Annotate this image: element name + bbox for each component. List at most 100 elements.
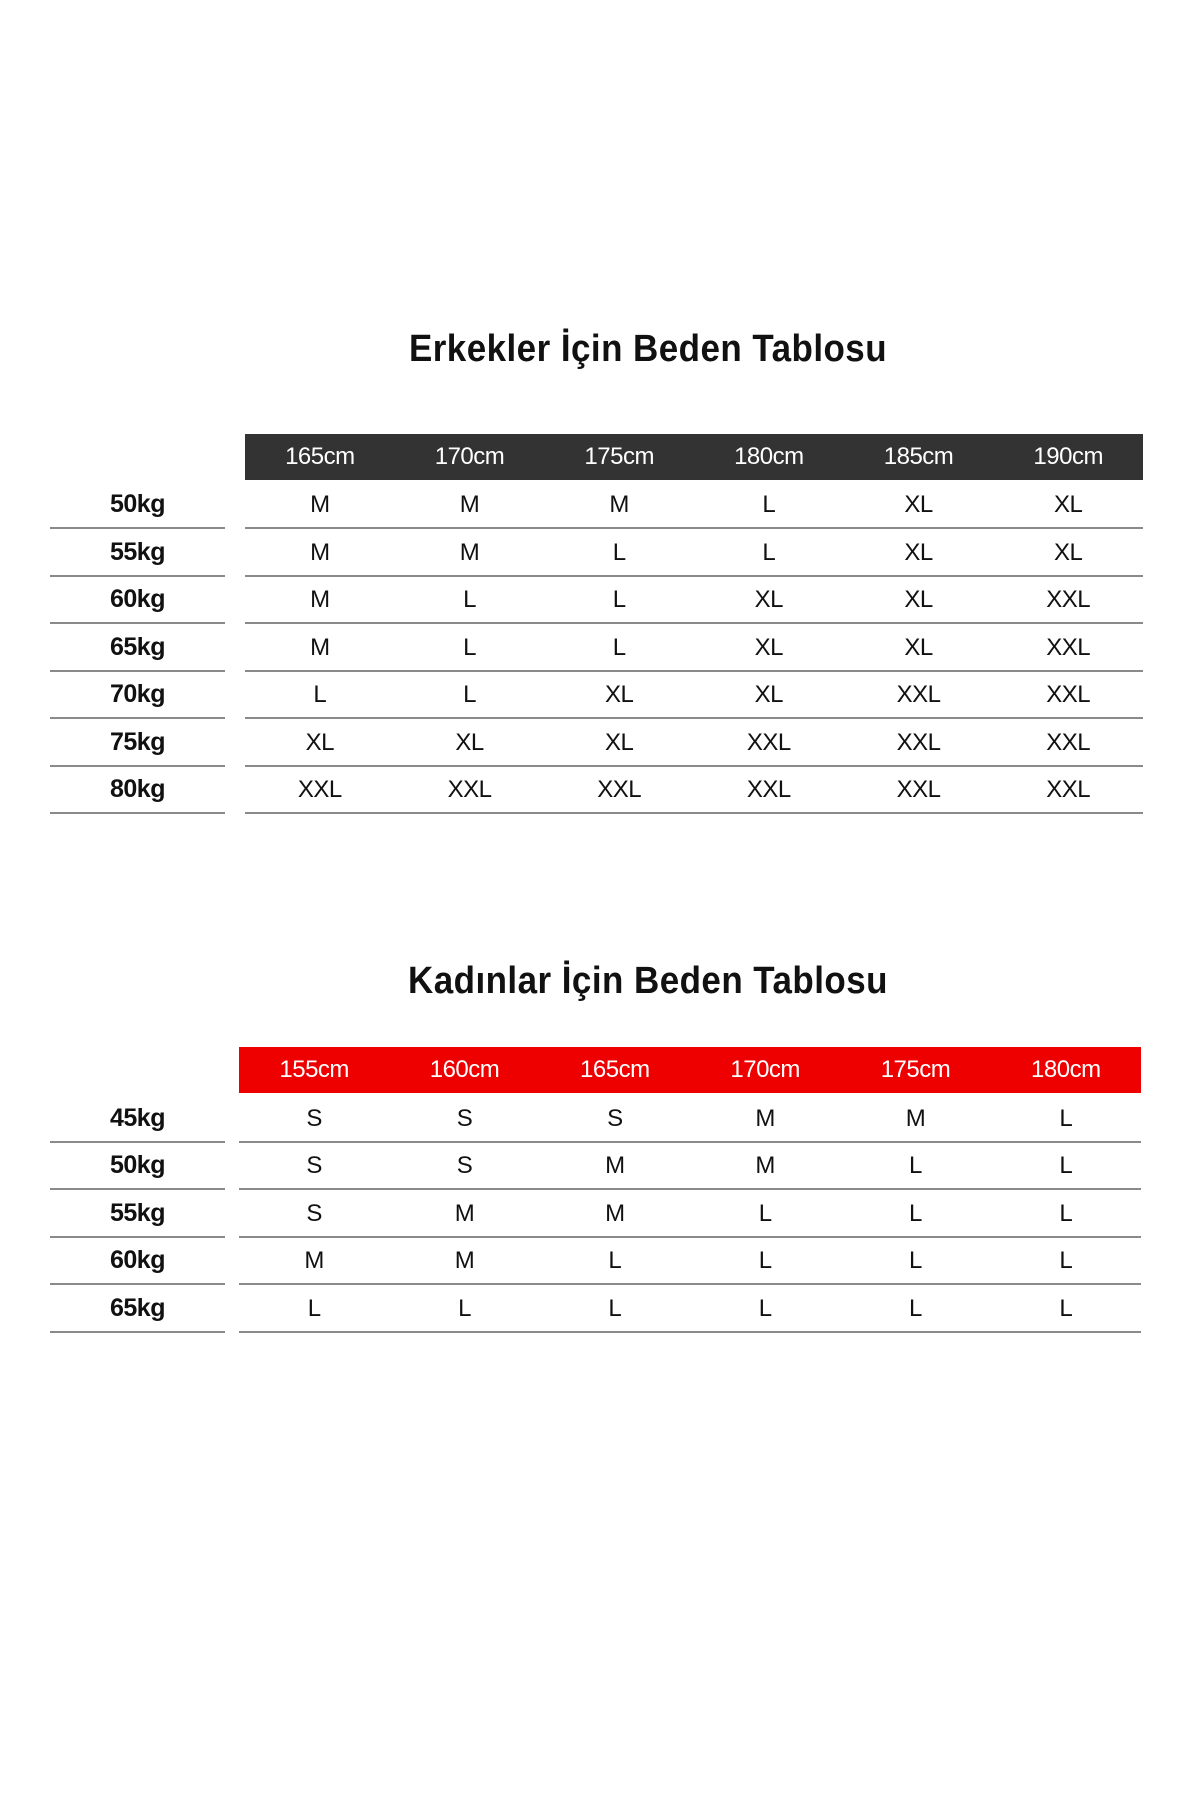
size-cell: XXL <box>597 776 642 803</box>
size-cell: L <box>909 1199 922 1227</box>
size-cell: M <box>605 1199 625 1227</box>
size-cell: M <box>755 1105 775 1132</box>
height-header-cell: 175cm <box>880 1056 951 1083</box>
weight-label: 45kg <box>50 1096 225 1143</box>
men-size-chart-title: Erkekler İçin Beden Tablosu <box>408 328 888 370</box>
size-cell: M <box>605 1152 625 1180</box>
size-cell: XXL <box>1046 681 1091 708</box>
height-header-cell: 180cm <box>734 443 804 470</box>
size-cell: L <box>1059 1247 1073 1275</box>
table-row: 80kg XXL XXL XXL XXL XXL XXL <box>0 767 1200 815</box>
weight-label: 65kg <box>50 1286 225 1333</box>
size-cell: XL <box>605 681 634 708</box>
size-cell: XL <box>455 728 484 756</box>
size-cell: M <box>609 491 629 518</box>
height-header-cell: 155cm <box>279 1056 349 1083</box>
size-cell: XL <box>1054 538 1083 566</box>
height-header-cell: 170cm <box>730 1056 800 1083</box>
size-cell: M <box>905 1105 926 1132</box>
size-cell: M <box>310 633 330 661</box>
size-cell: XL <box>904 586 933 613</box>
size-cell: L <box>458 1294 471 1322</box>
size-cell: XXL <box>1046 776 1091 803</box>
size-cell: S <box>306 1152 322 1180</box>
size-cell: S <box>456 1105 473 1132</box>
size-cell: L <box>612 586 626 613</box>
table-row: 70kg L L XL XL XXL XXL <box>0 672 1200 720</box>
size-cell: S <box>306 1105 322 1132</box>
height-header-cell: 165cm <box>580 1056 650 1083</box>
size-cell: M <box>755 1152 775 1180</box>
size-cell: S <box>456 1152 473 1180</box>
table-row: 50kg S S M M L L <box>0 1143 1200 1191</box>
weight-label: 55kg <box>50 530 225 577</box>
size-cell: L <box>1059 1152 1073 1180</box>
size-cell: L <box>612 633 626 661</box>
weight-label: 55kg <box>50 1191 225 1238</box>
size-cell: L <box>612 538 626 566</box>
size-cell: L <box>463 586 476 613</box>
size-cell: M <box>459 538 480 566</box>
size-cell: L <box>313 681 327 708</box>
size-cell: M <box>310 586 330 613</box>
table-row: 65kg L L L L L L <box>0 1286 1200 1334</box>
size-cell: M <box>310 491 330 518</box>
table-row: 65kg M L L XL XL XXL <box>0 625 1200 673</box>
size-cell: L <box>762 491 776 518</box>
height-header-row: 155cm 160cm 165cm 170cm 175cm 180cm <box>239 1047 1141 1093</box>
size-cell: XXL <box>896 728 941 756</box>
size-cell: L <box>758 1294 772 1322</box>
table-row: 60kg M L L XL XL XXL <box>0 577 1200 625</box>
height-header-row: 165cm 170cm 175cm 180cm 185cm 190cm <box>245 434 1143 480</box>
size-cell: L <box>608 1294 622 1322</box>
size-cell: XXL <box>1046 728 1091 756</box>
size-cell: L <box>463 681 476 708</box>
size-cell: XL <box>754 681 784 708</box>
height-header-cell: 170cm <box>434 443 505 470</box>
size-cell: L <box>909 1294 922 1322</box>
size-cell: L <box>1059 1105 1073 1132</box>
size-cell: M <box>454 1247 475 1275</box>
height-header-cell: 165cm <box>285 443 355 470</box>
weight-label: 75kg <box>50 720 225 767</box>
size-cell: XXL <box>746 776 791 803</box>
size-cell: XL <box>305 728 335 756</box>
size-cell: S <box>607 1105 623 1132</box>
size-cell: L <box>608 1247 622 1275</box>
size-cell: L <box>307 1294 321 1322</box>
size-cell: XXL <box>297 776 342 803</box>
weight-label: 65kg <box>50 625 225 672</box>
size-cell: XXL <box>447 776 492 803</box>
size-cell: XXL <box>896 681 941 708</box>
size-cell: L <box>762 538 776 566</box>
table-row: 60kg M M L L L L <box>0 1238 1200 1286</box>
table-row: 55kg S M M L L L <box>0 1191 1200 1239</box>
weight-label: 60kg <box>50 577 225 624</box>
size-cell: L <box>1059 1294 1073 1322</box>
height-header-cell: 190cm <box>1033 443 1103 470</box>
size-cell: XL <box>904 538 933 566</box>
weight-label: 70kg <box>50 672 225 719</box>
size-cell: L <box>909 1152 922 1180</box>
weight-label: 60kg <box>50 1238 225 1286</box>
size-cell: XXL <box>746 728 791 756</box>
size-cell: L <box>463 633 476 661</box>
table-row: 50kg M M M L XL XL <box>0 482 1200 530</box>
size-cell: XL <box>754 586 784 613</box>
table-row: 55kg M M L L XL XL <box>0 530 1200 578</box>
size-cell: L <box>758 1247 772 1275</box>
size-cell: XL <box>605 728 634 756</box>
size-cell: L <box>1059 1199 1073 1227</box>
size-cell: XL <box>754 633 784 661</box>
size-cell: M <box>454 1199 475 1227</box>
size-cell: M <box>459 491 480 518</box>
size-cell: S <box>306 1199 322 1227</box>
height-header-cell: 160cm <box>429 1056 500 1083</box>
size-cell: XXL <box>1046 586 1091 613</box>
weight-label: 50kg <box>50 1143 225 1191</box>
table-row: 45kg S S S M M L <box>0 1096 1200 1144</box>
size-cell: M <box>310 538 330 566</box>
size-cell: XXL <box>896 776 941 803</box>
women-size-chart-title: Kadınlar İçin Beden Tablosu <box>408 960 888 1002</box>
size-cell: XL <box>904 633 933 661</box>
